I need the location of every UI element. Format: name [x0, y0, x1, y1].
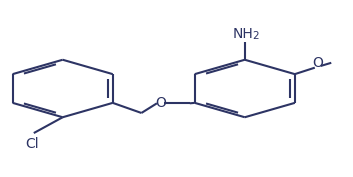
Text: Cl: Cl — [25, 136, 39, 150]
Text: O: O — [155, 96, 166, 110]
Text: 2: 2 — [253, 31, 259, 41]
Text: NH: NH — [233, 27, 253, 41]
Text: O: O — [312, 56, 323, 70]
